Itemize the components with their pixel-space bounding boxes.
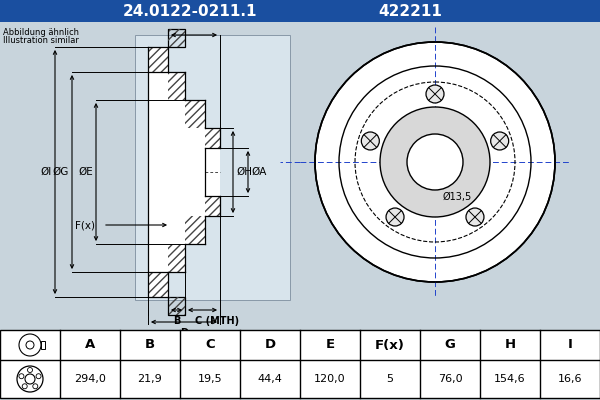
Circle shape: [407, 134, 463, 190]
Circle shape: [315, 42, 555, 282]
Bar: [185, 100, 205, 244]
Text: D: D: [265, 338, 275, 352]
Text: F(x): F(x): [375, 338, 405, 352]
Text: Abbildung ähnlich: Abbildung ähnlich: [3, 28, 79, 37]
Bar: [0, 330, 600, 398]
Bar: [168, 29, 185, 47]
Circle shape: [380, 107, 490, 217]
Text: G: G: [445, 338, 455, 352]
Text: D: D: [180, 328, 188, 338]
Circle shape: [361, 132, 379, 150]
Text: C: C: [205, 338, 215, 352]
Bar: [168, 29, 185, 47]
Bar: [205, 196, 220, 216]
Text: Ate: Ate: [442, 228, 488, 256]
Text: B: B: [173, 316, 180, 326]
Bar: [168, 297, 185, 315]
Text: H: H: [505, 338, 515, 352]
Bar: [148, 47, 168, 297]
Text: ØG: ØG: [53, 167, 69, 177]
Text: Illustration similar: Illustration similar: [3, 36, 79, 45]
Text: 76,0: 76,0: [437, 374, 463, 384]
Bar: [185, 100, 205, 128]
Text: B: B: [145, 338, 155, 352]
Bar: [0, 0, 600, 22]
Text: I: I: [568, 338, 572, 352]
Text: E: E: [325, 338, 335, 352]
Text: Ø13,5: Ø13,5: [443, 192, 472, 202]
Text: 294,0: 294,0: [74, 374, 106, 384]
Text: ØA: ØA: [251, 167, 266, 177]
Text: 120,0: 120,0: [314, 374, 346, 384]
Text: 24.0122-0211.1: 24.0122-0211.1: [123, 4, 257, 18]
Bar: [205, 128, 220, 216]
Text: ØE: ØE: [78, 167, 93, 177]
Bar: [0, 330, 600, 398]
Circle shape: [466, 208, 484, 226]
Text: F(x): F(x): [75, 220, 95, 230]
Circle shape: [19, 334, 41, 356]
Text: C (MTH): C (MTH): [196, 316, 239, 326]
Bar: [168, 72, 185, 272]
Bar: [205, 128, 220, 148]
Text: 21,9: 21,9: [137, 374, 163, 384]
Circle shape: [426, 85, 444, 103]
Text: 5: 5: [386, 374, 394, 384]
Text: 154,6: 154,6: [494, 374, 526, 384]
Bar: [135, 35, 290, 300]
Bar: [168, 297, 185, 315]
Bar: [185, 216, 205, 244]
Text: ØI: ØI: [41, 167, 52, 177]
Text: A: A: [85, 338, 95, 352]
Bar: [168, 72, 185, 100]
Circle shape: [491, 132, 509, 150]
Text: 422211: 422211: [378, 4, 442, 18]
Text: 19,5: 19,5: [197, 374, 223, 384]
Bar: [148, 272, 168, 297]
Bar: [168, 244, 185, 272]
Bar: [0, 22, 600, 327]
Bar: [148, 47, 168, 72]
Circle shape: [386, 208, 404, 226]
Text: ØH: ØH: [236, 167, 252, 177]
Text: 16,6: 16,6: [558, 374, 582, 384]
Bar: [41, 341, 45, 349]
Text: 44,4: 44,4: [257, 374, 283, 384]
